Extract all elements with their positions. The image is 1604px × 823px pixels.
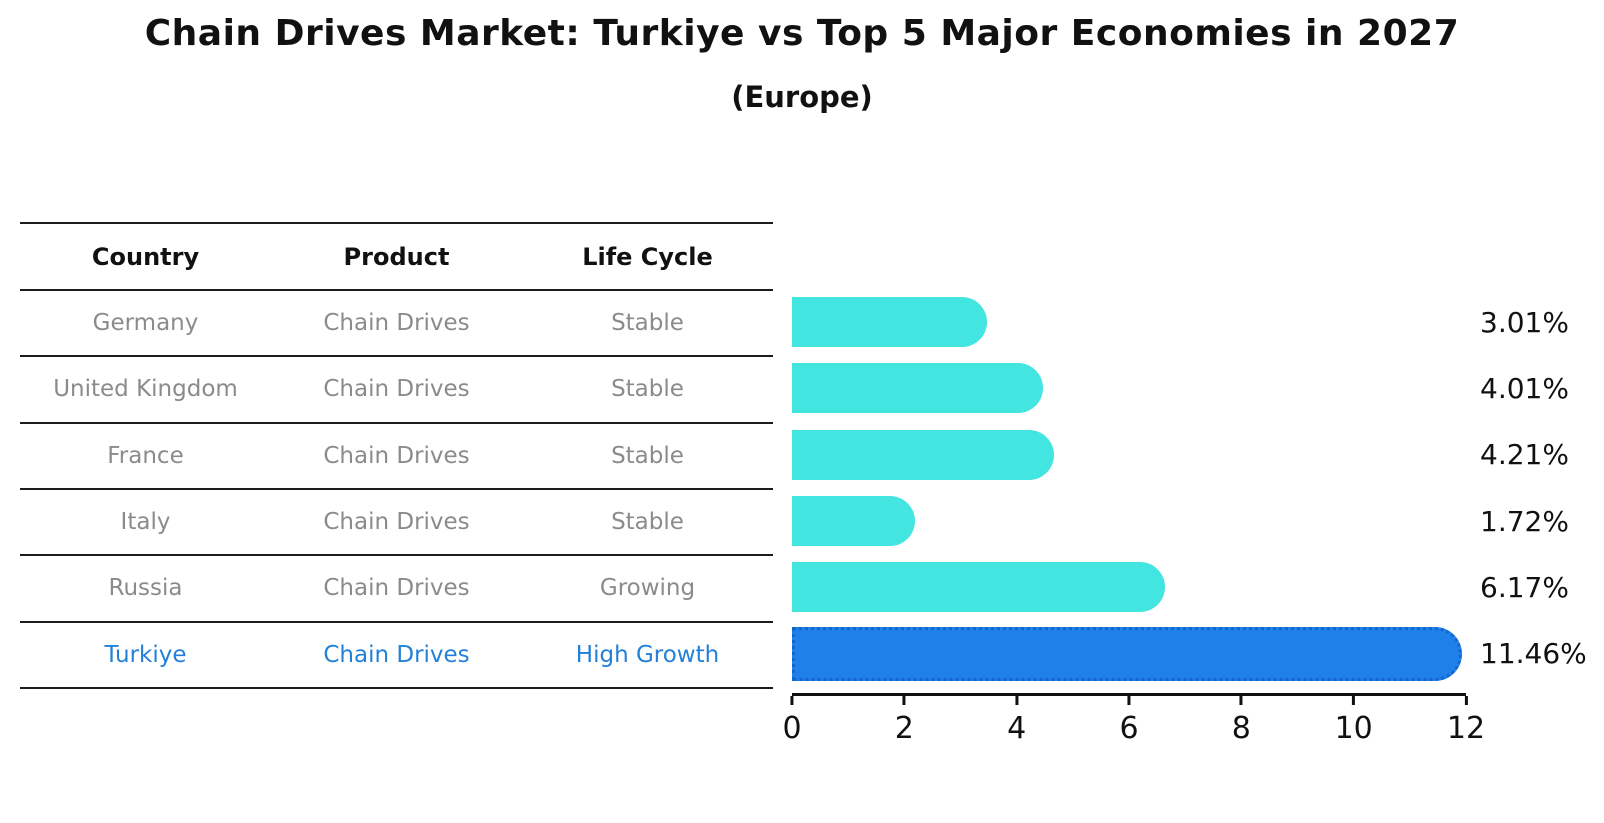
bar-russia [792, 562, 1165, 613]
cell-product: Chain Drives [323, 641, 470, 668]
bar-row-turkiye: 11.46% [792, 621, 1587, 687]
cell-lifecycle: High Growth [575, 641, 720, 668]
tick-label: 4 [1007, 711, 1027, 746]
tick-mark [1127, 696, 1131, 705]
value-label-italy: 1.72% [1480, 504, 1569, 538]
column-header-country: Country [91, 242, 200, 271]
column-header-lifecycle: Life Cycle [582, 242, 713, 271]
tick-mark [1464, 696, 1468, 705]
cell-product: Chain Drives [323, 442, 470, 469]
table-row-france: France Chain Drives Stable [20, 421, 773, 488]
cell-country: Turkiye [104, 641, 187, 668]
cell-lifecycle: Stable [611, 442, 684, 469]
value-label-united-kingdom: 4.01% [1480, 371, 1569, 405]
x-axis-tick: 8 [1232, 696, 1251, 746]
value-label-france: 4.21% [1480, 438, 1569, 472]
value-label-germany: 3.01% [1480, 305, 1569, 339]
x-axis: 0 2 4 6 8 10 12 [782, 693, 1485, 766]
x-axis-tick: 4 [1007, 696, 1026, 746]
comparison-table: Country Product Life Cycle Germany Chain… [20, 222, 773, 689]
bar-united-kingdom [792, 363, 1044, 414]
tick-label: 10 [1334, 711, 1373, 746]
bar-germany [792, 297, 988, 347]
bar-row-italy: 1.72% [792, 488, 1569, 554]
bar-plot: 3.01% 4.01% 4.21% 1.72% 6.17% 11.46% [792, 289, 1587, 687]
x-axis-tick: 12 [1447, 696, 1485, 746]
bar-row-france: 4.21% [792, 422, 1569, 488]
bar-france [792, 429, 1055, 480]
tick-mark [790, 696, 794, 705]
table-row-russia: Russia Chain Drives Growing [20, 554, 773, 620]
cell-product: Chain Drives [323, 509, 470, 536]
chart-title: Chain Drives Market: Turkiye vs Top 5 Ma… [144, 13, 1460, 54]
table-row-germany: Germany Chain Drives Stable [20, 289, 773, 355]
chart-subtitle: (Europe) [731, 80, 873, 114]
value-label-turkiye: 11.46% [1480, 637, 1587, 671]
cell-lifecycle: Growing [599, 575, 696, 602]
x-axis-tick: 6 [1119, 696, 1139, 746]
x-axis-tick: 0 [782, 696, 802, 746]
table-row-turkiye: Turkiye Chain Drives High Growth [20, 620, 773, 687]
table-row-united-kingdom: United Kingdom Chain Drives Stable [20, 355, 773, 421]
cell-country: United Kingdom [53, 376, 238, 403]
bar-row-germany: 3.01% [792, 289, 1569, 355]
tick-mark [1239, 696, 1243, 705]
value-label-russia: 6.17% [1480, 570, 1569, 604]
cell-lifecycle: Stable [611, 310, 684, 337]
tick-mark [1015, 696, 1019, 705]
column-header-product: Product [343, 242, 450, 271]
tick-mark [902, 696, 906, 705]
table-row-italy: Italy Chain Drives Stable [20, 487, 773, 554]
cell-lifecycle: Stable [611, 376, 684, 403]
tick-label: 0 [782, 711, 802, 746]
tick-label: 6 [1119, 711, 1139, 746]
cell-product: Chain Drives [323, 575, 470, 602]
cell-product: Chain Drives [323, 310, 470, 337]
cell-country: Italy [120, 509, 171, 536]
cell-country: Russia [108, 575, 183, 602]
bar-italy [792, 495, 915, 546]
tick-label: 8 [1231, 711, 1251, 746]
table-header-row: Country Product Life Cycle [20, 222, 773, 289]
cell-country: France [107, 442, 184, 469]
tick-mark [1352, 696, 1356, 705]
bar-turkiye [792, 626, 1462, 681]
cell-lifecycle: Stable [611, 509, 684, 536]
bar-row-united-kingdom: 4.01% [792, 355, 1569, 421]
x-axis-tick: 10 [1335, 696, 1373, 746]
cell-country: Germany [92, 310, 199, 337]
bar-row-russia: 6.17% [792, 554, 1569, 620]
tick-label: 2 [894, 711, 914, 746]
cell-product: Chain Drives [323, 376, 470, 403]
x-axis-tick: 2 [895, 696, 914, 746]
tick-label: 12 [1446, 711, 1486, 746]
